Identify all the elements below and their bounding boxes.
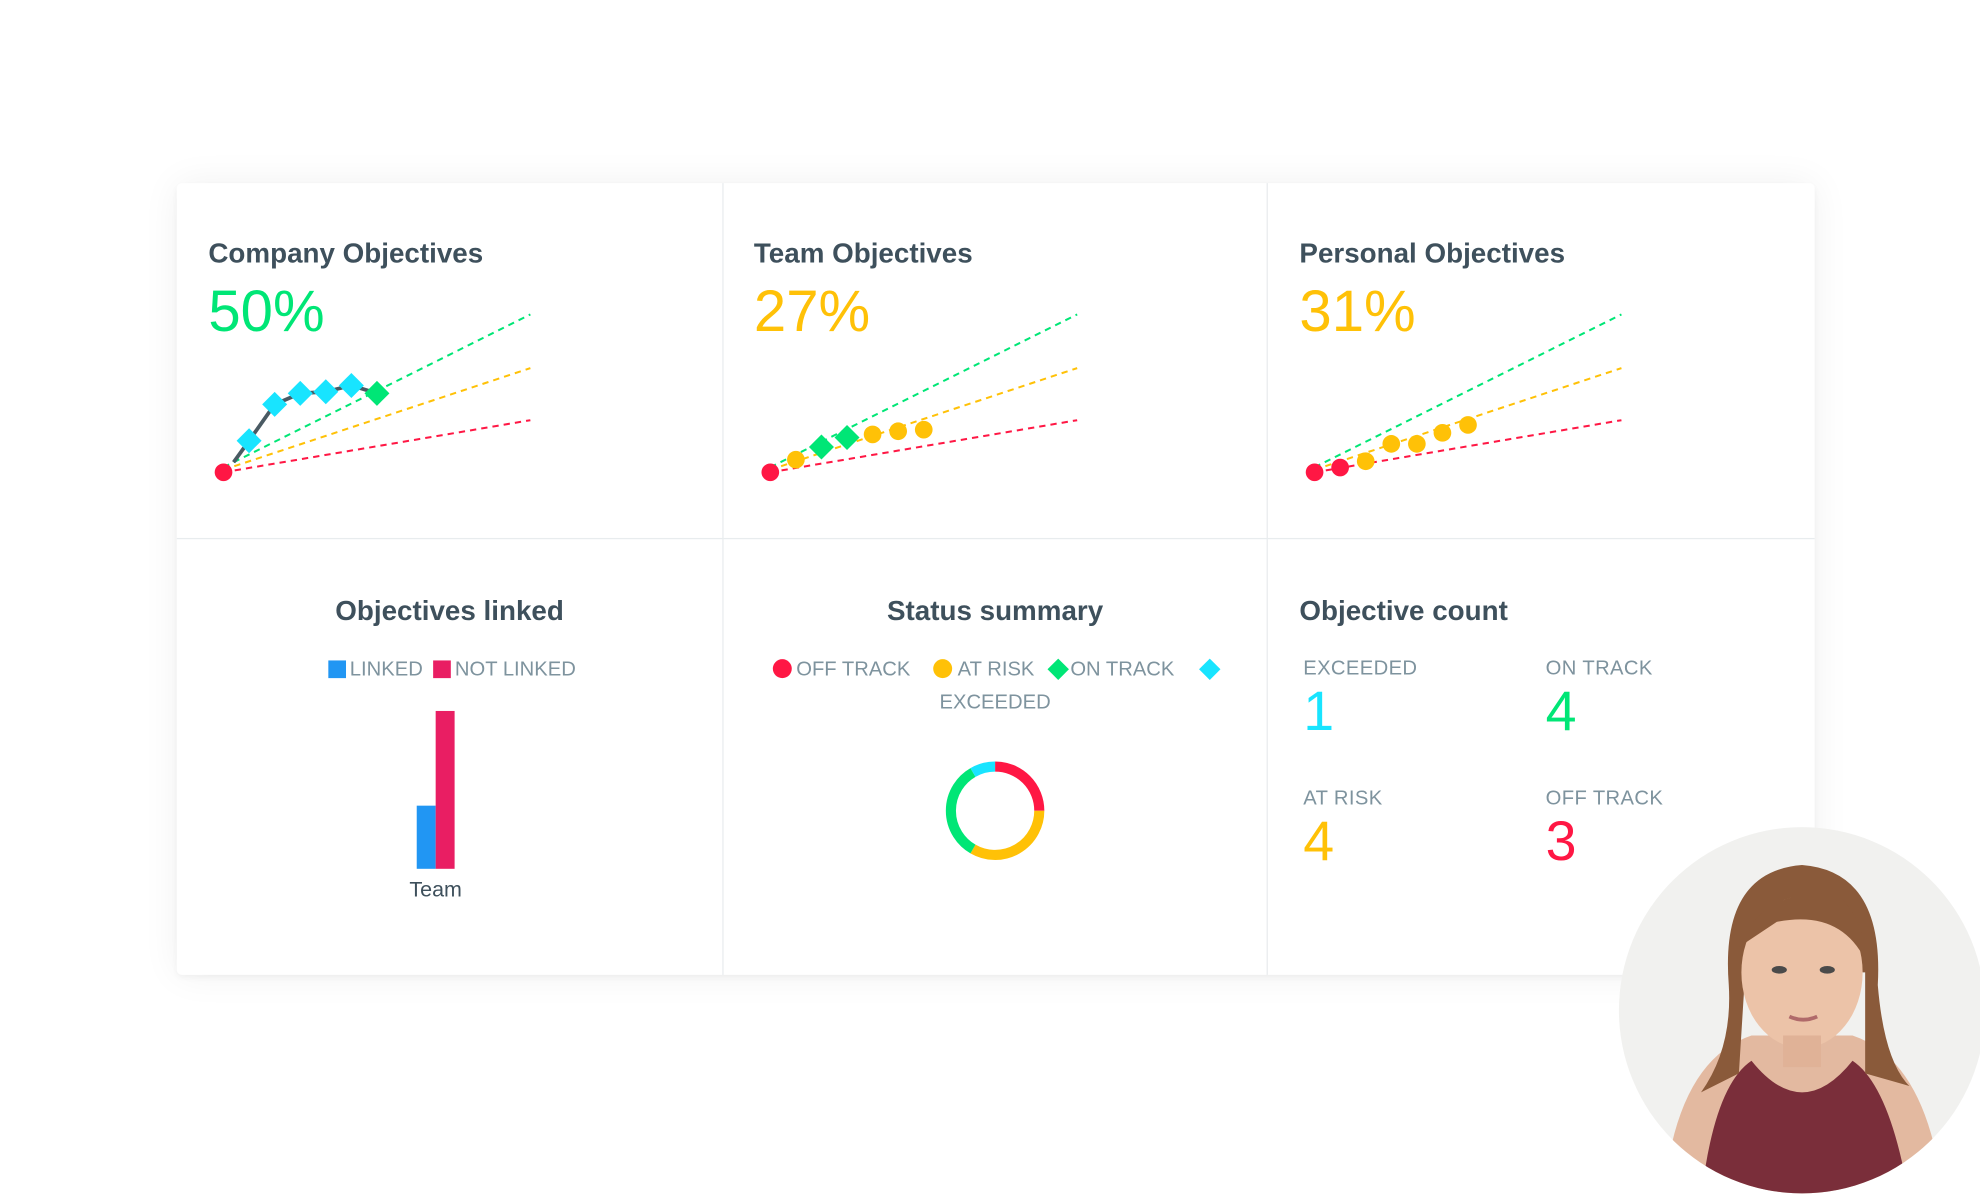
linked-bar-chart [416, 710, 455, 869]
personal-percent: 31% [1299, 277, 1416, 344]
count-label: ON TRACK [1545, 657, 1653, 680]
off-track-count: 3 [1545, 810, 1577, 873]
data-point-diamond [338, 372, 364, 398]
count-label: OFF TRACK [1545, 787, 1664, 810]
data-point-dot [1305, 463, 1324, 482]
data-point-dot [889, 422, 908, 441]
data-point-diamond [287, 380, 313, 406]
panel-title: Company Objectives [208, 237, 484, 269]
dashboard-card: Company Objectives 50% Team Objectives 2… [176, 183, 1815, 975]
donut-slice-on-track [945, 768, 976, 854]
data-point-diamond [364, 380, 390, 406]
panel-title: Personal Objectives [1299, 237, 1566, 269]
company-percent: 50% [208, 277, 325, 344]
progress-line [247, 383, 378, 442]
panel-title: Objectives linked [335, 594, 564, 627]
team-trend-chart [761, 313, 1078, 482]
donut-slice-off-track [994, 761, 1045, 811]
data-point-dot [914, 420, 933, 439]
legend-label[interactable]: AT RISK [957, 659, 1035, 681]
data-point-dot [1408, 435, 1426, 453]
data-point-dot [214, 463, 233, 482]
status-legend: OFF TRACK AT RISK ON TRACK EXCEEDED [724, 654, 1267, 718]
linked-swatch-icon [328, 660, 347, 678]
company-trend-chart [214, 313, 531, 482]
status-summary-panel: Status summary OFF TRACK AT RISK ON TRAC… [724, 539, 1268, 975]
data-point-dot [761, 463, 780, 482]
at-risk-dot-icon [933, 659, 953, 679]
data-point-diamond [834, 425, 860, 451]
off-track-dot-icon [772, 659, 792, 679]
count-label: AT RISK [1303, 787, 1383, 810]
bar-not-linked [435, 710, 455, 869]
data-point-dot [1331, 458, 1349, 477]
panel-title: Team Objectives [753, 237, 973, 269]
data-point-dot [787, 450, 805, 469]
at-risk-target-line [223, 367, 531, 471]
donut-slice-exceeded [970, 761, 996, 777]
linked-legend: LINKED NOT LINKED [177, 654, 723, 686]
personal-trend-chart [1305, 313, 1622, 482]
legend-label[interactable]: EXCEEDED [939, 691, 1051, 713]
data-point-diamond [313, 379, 339, 405]
team-percent: 27% [753, 277, 871, 344]
not-linked-swatch-icon [433, 660, 452, 678]
legend-label[interactable]: ON TRACK [1070, 659, 1175, 681]
objective-count-panel: Objective count EXCEEDED 1 ON TRACK 4 AT… [1268, 539, 1815, 975]
on-track-target-line [1314, 313, 1622, 469]
exceeded-count: 1 [1303, 680, 1335, 743]
objectives-linked-panel: Objectives linked LINKED NOT LINKED Team [177, 539, 724, 975]
company-objectives-panel: Company Objectives 50% [176, 183, 724, 540]
at-risk-target-line [769, 367, 1078, 471]
legend-label[interactable]: LINKED [349, 659, 423, 681]
data-point-diamond [808, 434, 834, 460]
data-point-dot [1433, 423, 1452, 442]
data-point-dot [1356, 452, 1375, 471]
donut-slice-at-risk [970, 810, 1045, 860]
legend-label[interactable]: NOT LINKED [454, 659, 576, 681]
count-label: EXCEEDED [1303, 657, 1418, 680]
legend-label[interactable]: OFF TRACK [796, 659, 911, 681]
personal-objectives-panel: Personal Objectives 31% [1267, 183, 1815, 540]
team-objectives-panel: Team Objectives 27% [723, 183, 1268, 540]
on-track-count: 4 [1545, 680, 1577, 743]
at-risk-count: 4 [1303, 810, 1335, 873]
off-track-target-line [223, 419, 531, 474]
panel-title: Objective count [1299, 594, 1508, 627]
bar-linked [416, 805, 436, 869]
data-point-dot [863, 425, 882, 444]
data-point-dot [1459, 416, 1477, 434]
data-point-dot [1382, 435, 1401, 453]
data-point-diamond [262, 391, 288, 417]
status-donut-chart [945, 761, 1045, 860]
panel-title: Status summary [886, 594, 1104, 627]
user-avatar [1618, 827, 1980, 1194]
x-tick-label: Team [409, 877, 462, 902]
